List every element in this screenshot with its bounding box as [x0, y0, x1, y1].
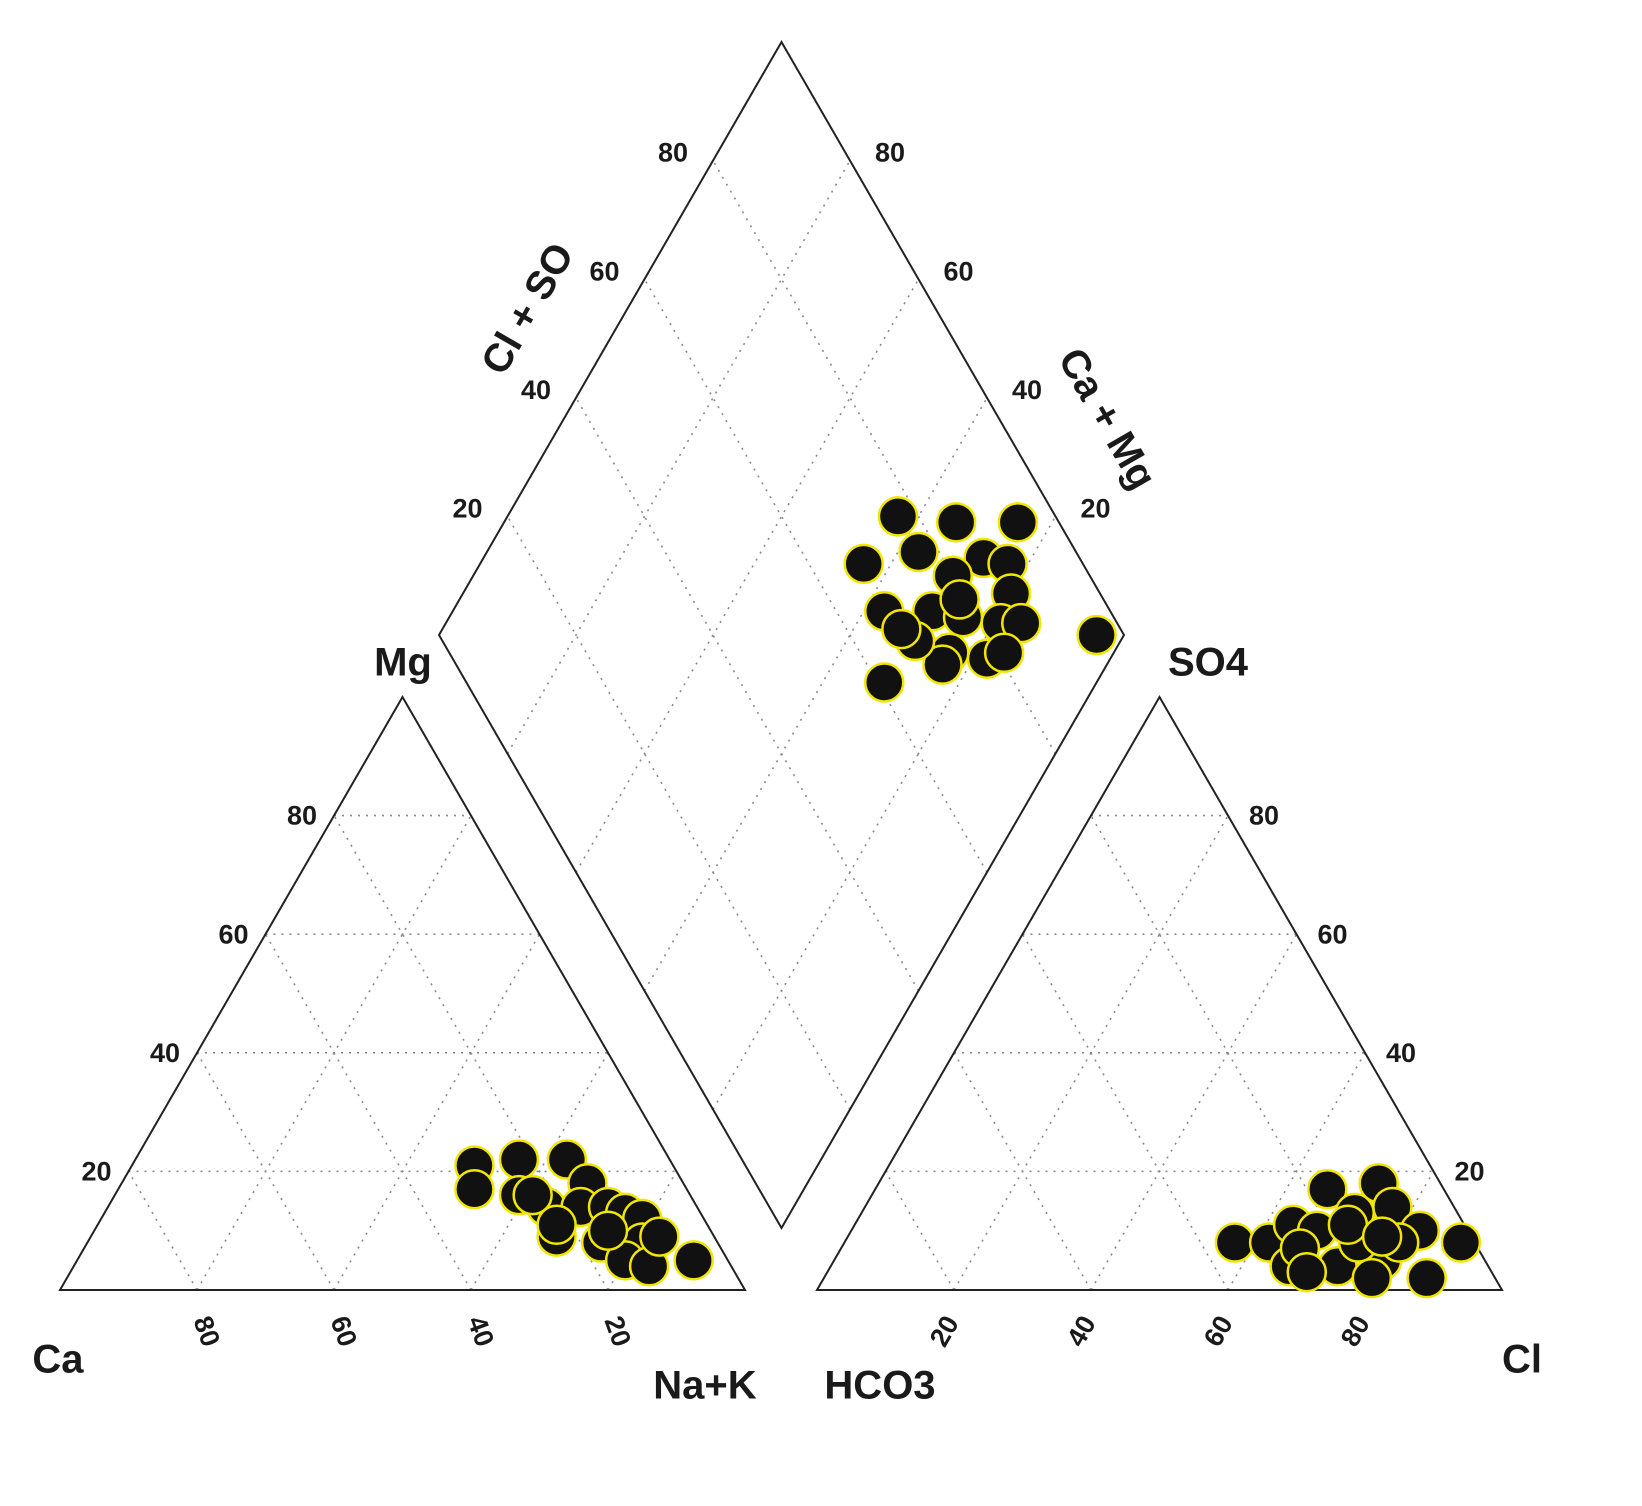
tick-label: 20 [452, 494, 482, 524]
so4-label: SO4 [1168, 641, 1249, 685]
sample-point [1406, 1257, 1447, 1299]
grid-line [127, 1170, 198, 1291]
tick-label: 60 [1317, 919, 1347, 949]
sample-point [673, 1240, 714, 1281]
sample-point [639, 1216, 680, 1257]
sample-point [498, 1139, 540, 1180]
tick-label: 20 [1080, 494, 1110, 524]
tick-label: 80 [1249, 801, 1279, 831]
tick-label: 40 [1012, 375, 1042, 405]
sample-point [881, 608, 922, 650]
sample-point [1214, 1222, 1256, 1263]
sample-point [1361, 1216, 1403, 1257]
grid-line [1227, 1052, 1366, 1291]
sample-point [864, 662, 905, 703]
tick-label: 60 [943, 256, 973, 286]
sample-point [587, 1210, 629, 1251]
ca-label: Ca [32, 1338, 84, 1382]
grid-line [333, 933, 541, 1291]
tick-label: 40 [1386, 1038, 1416, 1068]
sample-point [877, 496, 919, 537]
sample-point [983, 632, 1025, 674]
tick-label: 40 [462, 1312, 500, 1350]
sample-point [939, 579, 980, 620]
grid-line [643, 397, 988, 992]
tick-label: 60 [589, 256, 619, 286]
anion-triangle [815, 695, 1504, 1291]
tick-label: 20 [599, 1312, 637, 1350]
cl-label: Cl [1502, 1338, 1542, 1382]
sample-point [1351, 1257, 1393, 1299]
sample-point [536, 1204, 577, 1246]
sample-point [1327, 1204, 1369, 1246]
grid-line [264, 933, 472, 1291]
cation-triangle [58, 695, 747, 1291]
grid-line [953, 1052, 1092, 1291]
tick-label: 80 [188, 1312, 226, 1350]
cl-so4-label: Cl + SO [473, 236, 583, 382]
tick-label: 80 [1335, 1311, 1376, 1352]
diamond [437, 40, 1126, 1230]
tick-label: 40 [1061, 1311, 1102, 1352]
tick-label: 60 [1198, 1311, 1239, 1352]
grid-line [884, 1170, 955, 1291]
sample-point [1307, 1168, 1348, 1210]
tick-label: 40 [521, 375, 551, 405]
sample-point [1076, 614, 1117, 656]
na-k-label: Na+K [653, 1364, 756, 1408]
sample-point [922, 644, 963, 685]
tick-label: 20 [1454, 1157, 1484, 1187]
tick-label: 80 [658, 138, 688, 168]
tick-label: 40 [150, 1038, 180, 1068]
tick-label: 80 [875, 138, 905, 168]
sample-point [512, 1174, 553, 1216]
sample-point [1286, 1251, 1328, 1293]
grid-line [575, 397, 920, 992]
tick-label: 80 [287, 801, 317, 831]
tick-label: 20 [924, 1311, 965, 1352]
sample-point [843, 543, 884, 585]
sample-point [935, 502, 977, 543]
hco3-label: HCO3 [824, 1364, 935, 1408]
grid-line [470, 1052, 609, 1291]
grid-line [1021, 933, 1229, 1291]
grid-line [506, 515, 851, 1110]
mg-label: Mg [374, 641, 432, 685]
grid-line [196, 1052, 335, 1291]
sample-point [997, 502, 1039, 543]
tick-label: 20 [81, 1157, 111, 1187]
ca-mg-label: Ca + Mg [1049, 341, 1164, 497]
sample-point [898, 531, 939, 573]
tick-label: 60 [325, 1312, 363, 1350]
sample-point [454, 1168, 495, 1210]
tick-label: 60 [218, 919, 248, 949]
sample-point [1440, 1222, 1482, 1263]
